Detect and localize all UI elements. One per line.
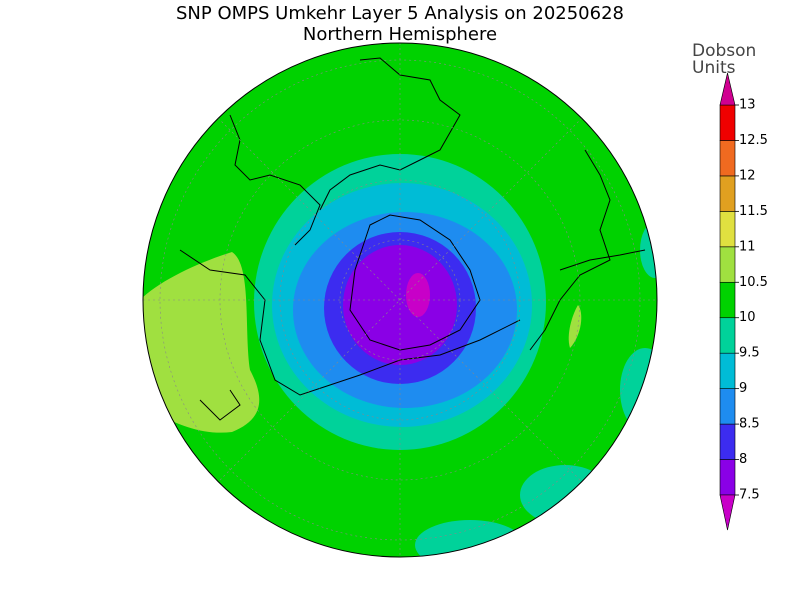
contour-band xyxy=(406,273,430,317)
colorbar-tick-label: 9.5 xyxy=(739,346,760,361)
map-border xyxy=(142,42,658,558)
colorbar-under xyxy=(719,494,736,531)
colorbar-band xyxy=(719,281,736,319)
colorbar-tick-label: 13 xyxy=(739,98,756,113)
chart-subtitle: Northern Hemisphere xyxy=(303,24,497,45)
colorbar-tick-label: 8.5 xyxy=(739,417,760,432)
colorbar-tick-label: 10 xyxy=(739,310,756,325)
colorbar-band xyxy=(719,104,736,141)
colorbar-label: Dobson xyxy=(692,41,756,61)
graticule xyxy=(143,43,657,557)
colorbar-band xyxy=(719,140,736,177)
colorbar-tick-label: 11.5 xyxy=(739,204,768,219)
colorbar-band xyxy=(719,246,736,283)
colorbar-over xyxy=(719,72,736,106)
colorbar-band xyxy=(719,388,736,425)
chart-title: SNP OMPS Umkehr Layer 5 Analysis on 2025… xyxy=(176,3,624,24)
colorbar-band xyxy=(719,211,736,248)
colorbar-tick-label: 12 xyxy=(739,168,756,183)
colorbar-tick-label: 11 xyxy=(739,239,756,254)
colorbar-band xyxy=(719,423,736,460)
colorbar-tick-label: 10.5 xyxy=(739,275,768,290)
colorbar-label: Units xyxy=(692,58,736,78)
colorbar-tick-label: 9 xyxy=(739,381,747,396)
colorbar-band xyxy=(719,352,736,389)
colorbar-band xyxy=(719,317,736,354)
colorbar-band xyxy=(719,175,736,212)
colorbar-tick-label: 7.5 xyxy=(739,488,760,503)
contour-band xyxy=(520,465,610,525)
contour-band xyxy=(143,252,260,433)
colorbar-tick-label: 8 xyxy=(739,452,747,467)
map xyxy=(143,43,657,557)
colorbar-tick-label: 12.5 xyxy=(739,133,768,148)
colorbar: 7.5 8 8.5 9 9.5 10 10.5 11 11.5 12 12.5 13 xyxy=(719,72,768,531)
contour-band xyxy=(415,520,525,557)
colorbar-band xyxy=(719,459,736,496)
contour-band xyxy=(568,305,582,348)
